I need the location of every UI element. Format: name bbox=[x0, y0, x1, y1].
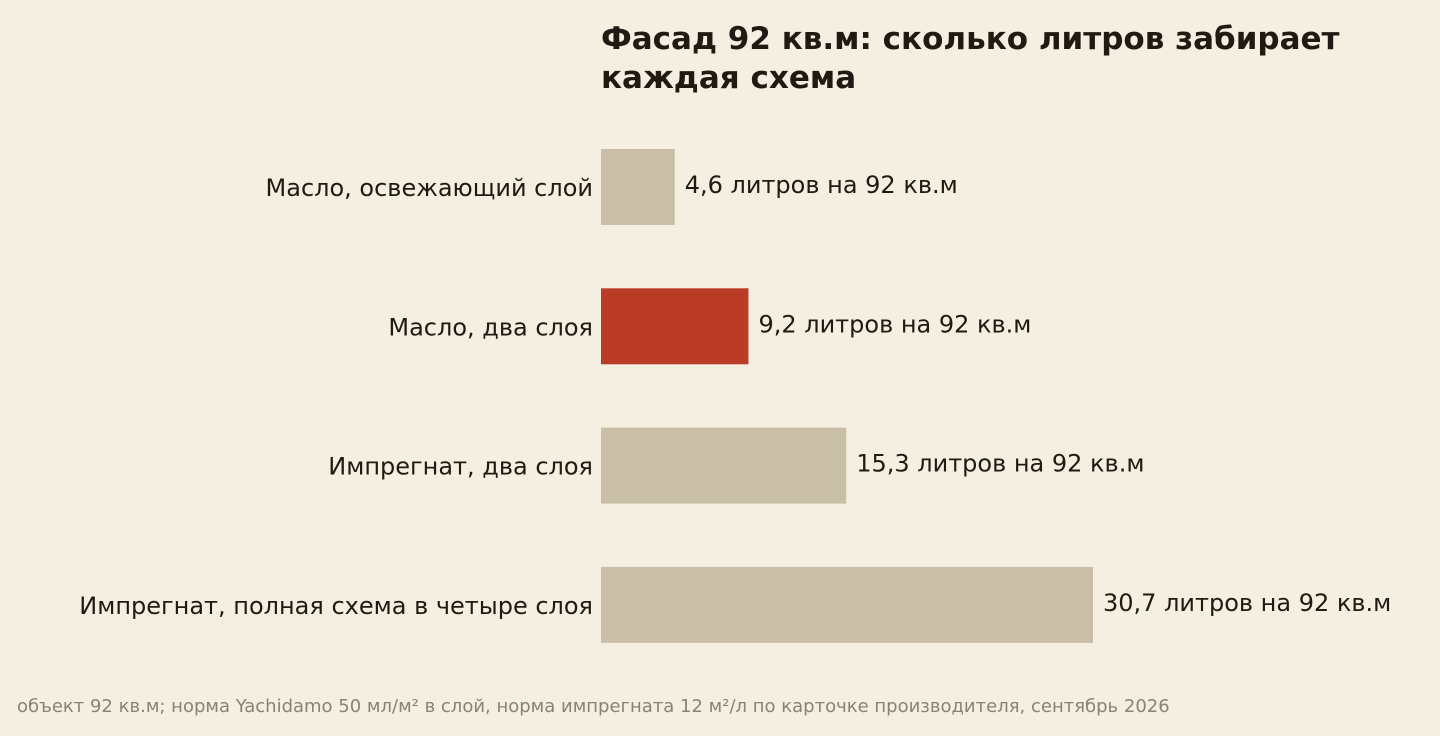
category-label-1: Масло, освежающий слой bbox=[266, 174, 593, 202]
value-label-2: 9,2 литров на 92 кв.м bbox=[758, 310, 1031, 338]
category-label-3: Импрегнат, два слоя bbox=[328, 453, 593, 481]
bar-4 bbox=[601, 566, 1093, 643]
value-label-3: 15,3 литров на 92 кв.м bbox=[856, 450, 1144, 478]
bar-1 bbox=[601, 149, 675, 225]
bars-layer: Масло, освежающий слой 4,6 литров на 92 к… bbox=[79, 149, 1391, 643]
bar-3 bbox=[601, 427, 847, 504]
chart-footnote: объект 92 кв.м; норма Yachidamo 50 мл/м²… bbox=[17, 696, 1170, 717]
bar-2 bbox=[601, 288, 749, 365]
value-label-4: 30,7 литров на 92 кв.м bbox=[1103, 589, 1391, 617]
category-label-2: Масло, два слоя bbox=[388, 313, 593, 341]
value-label-1: 4,6 литров на 92 кв.м bbox=[685, 171, 958, 199]
category-label-4: Импрегнат, полная схема в четыре слоя bbox=[79, 592, 593, 620]
chart-title: Фасад 92 кв.м: сколько литров забирает к… bbox=[601, 21, 1340, 96]
